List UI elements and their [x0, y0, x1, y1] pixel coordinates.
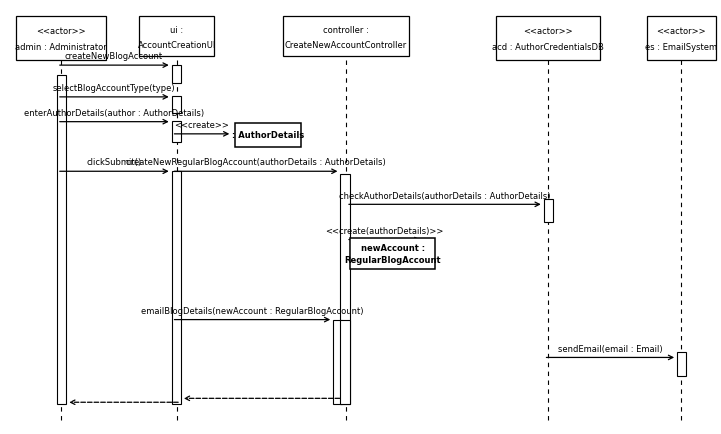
Bar: [677, 352, 686, 376]
Text: CreateNewAccountController: CreateNewAccountController: [285, 41, 407, 50]
Text: enterAuthorDetails(author : AuthorDetails): enterAuthorDetails(author : AuthorDetail…: [24, 108, 204, 118]
Text: selectBlogAccountType(type): selectBlogAccountType(type): [53, 84, 175, 93]
Bar: [350, 238, 435, 270]
Text: <<actor>>: <<actor>>: [37, 27, 86, 36]
Text: : AuthorDetails: : AuthorDetails: [232, 131, 304, 140]
Text: createNewRegularBlogAccount(authorDetails : AuthorDetails): createNewRegularBlogAccount(authorDetail…: [126, 158, 386, 167]
Bar: [172, 97, 181, 114]
Text: <<create>>: <<create>>: [174, 121, 229, 130]
Bar: [235, 123, 301, 148]
Bar: [57, 76, 66, 404]
Bar: [138, 17, 215, 57]
Text: admin : Administrator: admin : Administrator: [15, 43, 107, 52]
Text: <<actor>>: <<actor>>: [657, 27, 706, 36]
Text: AccountCreationUI: AccountCreationUI: [138, 41, 216, 50]
Text: clickSubmit(): clickSubmit(): [87, 158, 141, 167]
Text: es : EmailSystem: es : EmailSystem: [645, 43, 717, 52]
Bar: [172, 172, 181, 404]
Text: acd : AuthorCredentialsDB: acd : AuthorCredentialsDB: [492, 43, 604, 52]
Text: createNewBlogAccount: createNewBlogAccount: [65, 52, 163, 61]
Bar: [340, 320, 350, 404]
Bar: [172, 66, 181, 83]
Bar: [283, 17, 409, 57]
Text: sendEmail(email : Email): sendEmail(email : Email): [557, 344, 663, 353]
Text: RegularBlogAccount: RegularBlogAccount: [345, 255, 441, 264]
Bar: [172, 122, 181, 142]
Text: emailBlogDetails(newAccount : RegularBlogAccount): emailBlogDetails(newAccount : RegularBlo…: [141, 306, 363, 315]
Bar: [340, 174, 350, 404]
Text: ui :: ui :: [170, 26, 183, 35]
Bar: [17, 17, 107, 61]
Text: newAccount :: newAccount :: [361, 244, 425, 253]
Bar: [333, 320, 342, 404]
Text: controller :: controller :: [323, 26, 369, 35]
Text: <<create(authorDetails)>>: <<create(authorDetails)>>: [325, 226, 443, 235]
Bar: [544, 199, 553, 222]
Text: checkAuthorDetails(authorDetails : AuthorDetails): checkAuthorDetails(authorDetails : Autho…: [339, 191, 551, 200]
Bar: [647, 17, 715, 61]
Bar: [496, 17, 601, 61]
Text: <<actor>>: <<actor>>: [523, 27, 572, 36]
